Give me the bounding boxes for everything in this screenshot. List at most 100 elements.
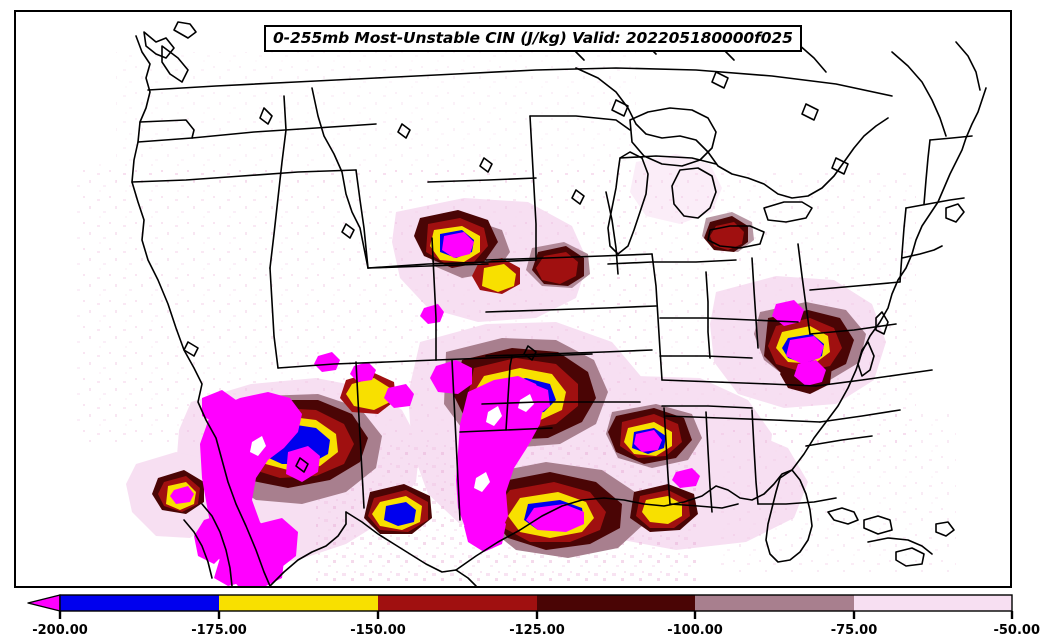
- lake-detail-h: [831, 157, 849, 175]
- colorbar-bin-4: [695, 595, 854, 611]
- gulf-of-california: [183, 519, 213, 579]
- border-co-ut: [431, 237, 437, 361]
- border-al-ga: [751, 409, 759, 505]
- lake-detail-j: [183, 341, 199, 357]
- colorbar-tick-label-6: -50.00: [993, 623, 1040, 638]
- lake-detail-k: [295, 457, 309, 473]
- border-ar-mo: [661, 405, 753, 409]
- us-canada-border: [147, 67, 893, 97]
- colorbar-extend-min-arrow: [27, 594, 61, 612]
- puget-island: [161, 45, 189, 83]
- border-ny-pa: [809, 281, 901, 291]
- border-mo-ks: [651, 253, 663, 381]
- lake-detail-g: [801, 103, 819, 121]
- colorbar-bin-5: [854, 595, 1012, 611]
- delaware-bay: [875, 311, 889, 335]
- border-wa-or-ca: [137, 123, 377, 143]
- cape-cod: [945, 203, 965, 223]
- border-oh-pa-wv: [797, 243, 811, 335]
- border-il-in: [705, 271, 711, 359]
- border-ks-ok: [485, 349, 653, 357]
- bahamas-c: [895, 547, 925, 567]
- border-az-ut: [277, 359, 437, 369]
- long-island: [901, 245, 943, 259]
- mexico-east-coast: [455, 569, 477, 586]
- border-wy-co: [367, 263, 489, 269]
- bahamas-a: [827, 507, 859, 525]
- border-nd-sd: [427, 177, 537, 183]
- baja-east: [201, 503, 233, 586]
- border-vt-nh: [923, 139, 931, 205]
- lake-detail-f: [711, 71, 729, 89]
- border-mn-canada: [529, 115, 631, 131]
- map-canvas: [16, 12, 1010, 586]
- border-mi-up: [619, 155, 717, 165]
- north-shore-e: [891, 51, 947, 137]
- lake-ontario: [763, 201, 813, 223]
- colorbar-tick-label-0: -200.00: [32, 623, 88, 638]
- colorbar-tick-label-1: -175.00: [191, 623, 247, 638]
- lake-detail-i: [341, 223, 355, 239]
- border-dakotas-east: [529, 115, 537, 261]
- border-ok-tx-east: [481, 401, 641, 405]
- border-va-nc: [815, 369, 933, 387]
- colorbar-tick-label-4: -100.00: [667, 623, 723, 638]
- border-wa-north: [139, 119, 195, 139]
- border-ne-ks: [485, 305, 657, 313]
- border-ut-wy: [355, 169, 369, 269]
- colorbar: -200.00 -175.00 -150.00 -125.00 -100.00 …: [0, 592, 1044, 640]
- lake-huron: [671, 167, 717, 219]
- colorbar-tick-label-2: -150.00: [350, 623, 406, 638]
- colorbar-ticks: [58, 611, 1014, 619]
- pacific-coastline: [131, 35, 271, 586]
- gulf-coast: [455, 469, 793, 571]
- border-ny-ct-ma: [899, 207, 907, 283]
- colorbar-bin-2: [378, 595, 537, 611]
- border-az-nm: [355, 361, 365, 509]
- border-in-oh: [751, 257, 759, 349]
- lake-detail-b: [397, 123, 411, 139]
- map-panel: 0-255mb Most-Unstable CIN (J/kg) Valid: …: [14, 10, 1012, 588]
- border-mt-wy-sd: [367, 259, 537, 269]
- border-nc-sc: [819, 409, 901, 423]
- border-nv-ut: [269, 267, 279, 369]
- map-title-text: 0-255mb Most-Unstable CIN (J/kg) Valid: …: [273, 29, 793, 47]
- lake-detail-c: [479, 157, 493, 173]
- border-or-ca-nv: [131, 169, 357, 183]
- colorbar-tick-label-5: -75.00: [831, 623, 878, 638]
- colorbar-tick-label-3: -125.00: [509, 623, 565, 638]
- vancouver-island: [143, 31, 175, 59]
- bahamas-b: [863, 515, 893, 535]
- rio-grande: [345, 511, 457, 573]
- canada-lakes-shore: [575, 67, 889, 199]
- border-tn-ms-al-ga: [665, 415, 821, 423]
- border-mo-ia: [659, 355, 753, 359]
- border-id-west: [269, 95, 287, 269]
- lake-detail-l: [523, 345, 537, 361]
- lake-detail-d: [571, 189, 585, 205]
- border-mn-wi: [605, 191, 619, 275]
- border-sd-ne: [485, 253, 653, 261]
- border-sc-ga: [805, 435, 873, 447]
- border-ma-vt-nh: [905, 197, 965, 209]
- border-ok-panhandle: [505, 355, 513, 431]
- border-ky-tn: [661, 379, 817, 387]
- colorbar-svg: -200.00 -175.00 -150.00 -125.00 -100.00 …: [27, 594, 1040, 638]
- border-ga-fl: [757, 497, 837, 505]
- border-co-nm-ks: [435, 353, 593, 361]
- cuba: [867, 537, 933, 555]
- map-title-box: 0-255mb Most-Unstable CIN (J/kg) Valid: …: [264, 25, 802, 52]
- mexico-interior: [269, 511, 347, 586]
- lake-michigan: [607, 151, 649, 255]
- cin-band-below-200: [170, 232, 826, 586]
- colorbar-bin-1: [219, 595, 378, 611]
- border-la-ms: [669, 503, 739, 509]
- queen-charlotte: [173, 21, 197, 39]
- border-ms-al: [705, 411, 713, 513]
- border-ar-tn: [663, 407, 671, 505]
- border-nh-me: [929, 135, 973, 141]
- colorbar-bin-0: [60, 595, 219, 611]
- border-pa-md-wv: [809, 323, 897, 335]
- bahamas-d: [935, 521, 955, 537]
